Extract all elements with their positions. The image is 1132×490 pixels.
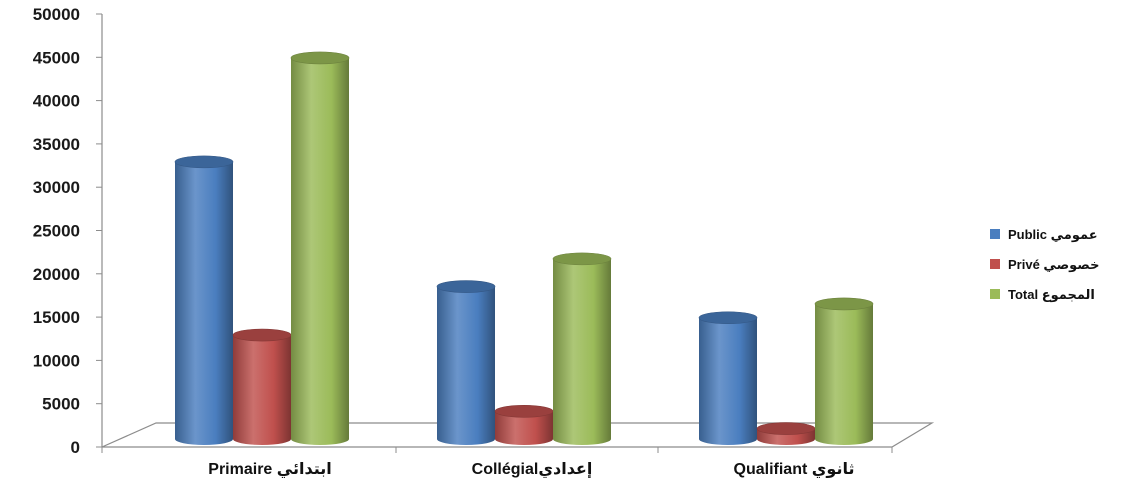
x-tick-label: Qualifiant ثانوي	[734, 461, 855, 479]
bar-body	[437, 286, 495, 445]
bar	[814, 297, 874, 445]
bar-body	[233, 335, 291, 445]
x-axis-labels: Primaire ابتدائي Collégialإعدادي Qualifian…	[208, 461, 854, 479]
y-tick-label: 0	[71, 438, 80, 457]
bar-body	[815, 303, 873, 445]
legend-label: Privé خصوصي	[1008, 257, 1099, 272]
x-tick-label: Primaire ابتدائي	[208, 461, 331, 479]
bar-body	[699, 317, 757, 445]
bar	[436, 280, 496, 445]
bar-top	[290, 51, 350, 65]
bar-body	[291, 57, 349, 446]
legend-swatch	[990, 229, 1000, 239]
bars	[174, 51, 874, 446]
y-tick-label: 30000	[33, 178, 80, 197]
legend-label: Total المجموع	[1008, 287, 1095, 302]
bar-top	[494, 404, 554, 418]
y-tick-label: 10000	[33, 351, 80, 370]
bar	[494, 404, 554, 445]
bar	[174, 155, 234, 445]
y-tick-label: 20000	[33, 265, 80, 284]
bar-top	[814, 297, 874, 311]
y-tick-label: 35000	[33, 135, 80, 154]
y-tick-label: 40000	[33, 92, 80, 111]
bar-body	[495, 411, 553, 445]
bar-top	[436, 280, 496, 293]
bar-top	[174, 155, 234, 169]
legend-label: Public عمومي	[1008, 227, 1098, 242]
bar-top	[552, 252, 612, 266]
x-tick-label: Collégialإعدادي	[472, 461, 593, 479]
legend: Public عمومي Privé خصوصي Total المجموع	[990, 227, 1099, 302]
y-tick-label: 25000	[33, 222, 80, 241]
legend-swatch	[990, 259, 1000, 269]
bar-body	[175, 161, 233, 445]
y-axis: 0 5000 10000 15000 20000 25000 30000 35000 40000…	[33, 5, 893, 457]
y-tick-label: 50000	[33, 5, 80, 24]
bar	[756, 422, 816, 445]
y-tick-label: 5000	[42, 395, 80, 414]
bar	[290, 51, 350, 446]
bar-top	[232, 328, 292, 342]
y-tick-label: 15000	[33, 308, 80, 327]
legend-entry: Public عمومي	[990, 227, 1098, 242]
bar	[232, 328, 292, 445]
bar-top	[698, 311, 758, 325]
bar-top	[756, 422, 816, 435]
bar	[552, 252, 612, 445]
bar	[698, 311, 758, 445]
y-tick-label: 45000	[33, 48, 80, 67]
legend-swatch	[990, 289, 1000, 299]
bar-body	[553, 258, 611, 445]
legend-entry: Privé خصوصي	[990, 257, 1099, 272]
legend-entry: Total المجموع	[990, 287, 1095, 302]
